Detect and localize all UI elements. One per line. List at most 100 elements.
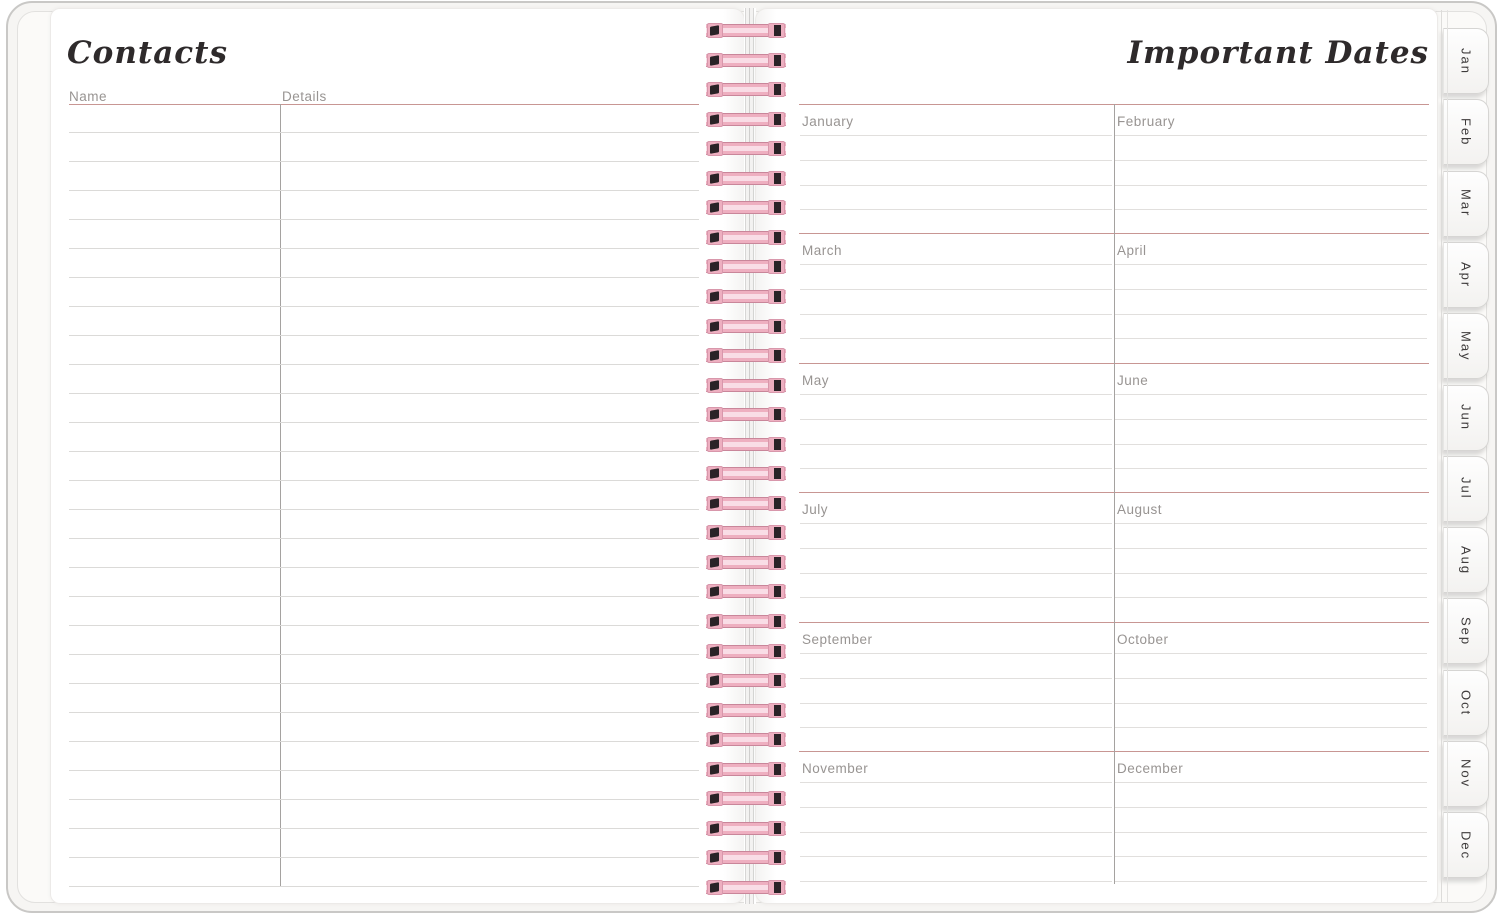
tab-label: Apr — [1458, 261, 1474, 288]
month-label: October — [1117, 631, 1169, 647]
ruled-line — [1115, 573, 1427, 575]
coil-end-left — [707, 377, 723, 393]
coil-end-right — [768, 288, 785, 304]
spiral-coil — [706, 643, 786, 660]
month-cell-april: April — [1114, 233, 1429, 362]
ruled-line — [1115, 548, 1427, 550]
spiral-coil — [706, 466, 786, 483]
ruled-line — [1115, 264, 1427, 266]
spiral-coil — [706, 820, 786, 837]
spiral-coil — [706, 52, 786, 69]
month-cell-may: May — [799, 362, 1114, 492]
ruled-line — [800, 726, 1112, 728]
ruled-line — [69, 596, 699, 597]
month-label: September — [802, 631, 873, 647]
coil-end-right — [768, 761, 785, 777]
ruled-line — [1115, 652, 1427, 654]
month-cell-october: October — [1114, 621, 1429, 751]
spiral-binding — [706, 0, 786, 918]
spiral-coil — [706, 200, 786, 217]
month-cell-november: November — [799, 751, 1114, 901]
spiral-coil — [706, 318, 786, 335]
column-header-name: Name — [69, 89, 108, 104]
month-label: July — [802, 502, 829, 518]
spiral-coil — [706, 791, 786, 808]
coil-end-right — [768, 673, 785, 689]
coil-end-left — [707, 348, 723, 364]
ruled-line — [69, 422, 699, 423]
ruled-line — [69, 306, 699, 307]
coil-end-right — [768, 791, 785, 807]
coil-end-right — [768, 407, 785, 423]
month-label: June — [1117, 372, 1149, 388]
spiral-coil — [706, 377, 786, 394]
coil-end-left — [707, 791, 723, 807]
ruled-line — [69, 857, 699, 858]
spiral-coil — [706, 436, 786, 453]
coil-end-left — [707, 229, 723, 245]
ruled-line — [69, 799, 699, 800]
month-cell-january: January — [799, 104, 1114, 233]
ruled-line — [1115, 314, 1427, 316]
ruled-line — [800, 185, 1112, 186]
spiral-coil — [706, 348, 786, 365]
coil-end-left — [707, 200, 723, 216]
ruled-line — [69, 567, 699, 568]
coil-end-right — [768, 23, 785, 38]
ruled-line — [800, 264, 1112, 266]
ruled-line — [800, 652, 1112, 654]
ruled-line — [69, 190, 699, 191]
spiral-coil — [706, 229, 786, 246]
coil-end-left — [707, 318, 723, 334]
ruled-line — [69, 364, 699, 365]
spiral-coil — [706, 407, 786, 424]
coil-end-left — [707, 820, 723, 836]
coil-end-left — [707, 584, 723, 600]
ruled-line — [800, 338, 1112, 340]
coil-end-right — [768, 52, 785, 68]
coil-end-right — [768, 259, 785, 275]
coil-end-right — [768, 170, 785, 186]
ruled-line — [69, 335, 699, 336]
ruled-line — [800, 856, 1112, 857]
ruled-line — [800, 807, 1112, 808]
ruled-line — [800, 393, 1112, 395]
coil-end-right — [768, 377, 785, 393]
month-label: January — [802, 114, 854, 129]
month-cell-march: March — [799, 233, 1114, 362]
tab-label: Jan — [1458, 47, 1474, 75]
ruled-line — [69, 538, 699, 539]
coil-end-left — [707, 643, 723, 659]
coil-end-left — [707, 614, 723, 629]
spiral-coil — [706, 259, 786, 276]
ruled-line — [800, 702, 1112, 704]
month-cell-july: July — [799, 492, 1114, 621]
spiral-coil — [706, 879, 786, 896]
coil-end-right — [768, 141, 785, 157]
ruled-line — [1115, 443, 1427, 445]
tab-label: May — [1458, 330, 1474, 362]
coil-end-right — [768, 348, 785, 364]
ruled-line — [69, 277, 699, 278]
coil-end-right — [768, 643, 785, 659]
coil-end-right — [768, 466, 785, 482]
ruled-line — [69, 393, 699, 394]
ruled-line — [800, 467, 1112, 469]
spiral-coil — [706, 525, 786, 542]
coil-end-left — [707, 141, 723, 157]
ruled-line — [800, 135, 1112, 136]
month-label: March — [802, 243, 843, 259]
tab-label: Dec — [1458, 830, 1474, 860]
spiral-coil — [706, 702, 786, 719]
ruled-line — [800, 832, 1112, 833]
coil-end-right — [768, 850, 785, 866]
coil-end-right — [768, 436, 785, 452]
coil-end-left — [707, 111, 723, 127]
spiral-coil — [706, 288, 786, 305]
contacts-column-divider — [280, 104, 281, 887]
tab-label: Aug — [1458, 545, 1474, 575]
ruled-line — [800, 523, 1112, 525]
page-title-important-dates: Important Dates — [1127, 35, 1429, 71]
coil-end-left — [707, 82, 723, 98]
